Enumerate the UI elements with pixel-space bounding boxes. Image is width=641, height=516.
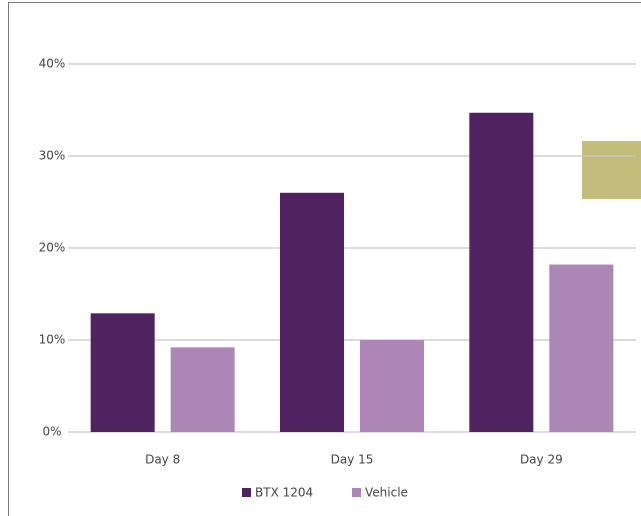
bar [469, 112, 534, 432]
chart-frame [8, 2, 641, 516]
x-tick-label: Day 8 [145, 453, 180, 467]
bar [170, 347, 235, 432]
y-tick-label: 10% [39, 333, 66, 347]
x-tick-label: Day 15 [331, 453, 374, 467]
bar [549, 264, 614, 432]
bar [280, 192, 344, 432]
x-tick-label: Day 29 [520, 453, 563, 467]
y-tick-label: 30% [39, 149, 66, 163]
bar [360, 340, 424, 432]
y-tick-label: 20% [39, 241, 66, 255]
bar [90, 313, 155, 432]
y-tick-label: 40% [39, 57, 66, 71]
legend-label: BTX 1204 [255, 486, 313, 500]
legend-swatch [242, 488, 251, 497]
legend-swatch [352, 488, 361, 497]
legend-label: Vehicle [365, 486, 408, 500]
decoration [582, 141, 641, 199]
y-tick-label: 0% [42, 425, 61, 439]
